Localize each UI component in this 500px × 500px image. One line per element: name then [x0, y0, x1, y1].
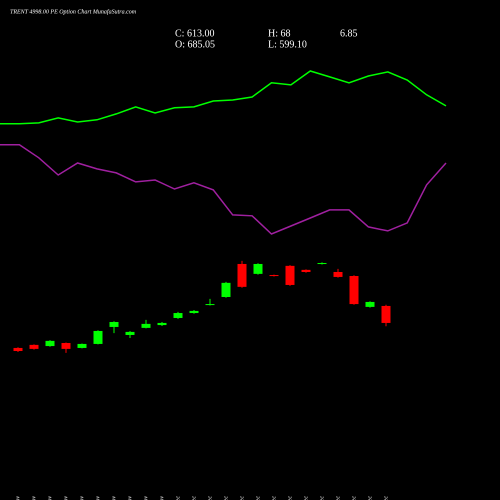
candle-body	[189, 310, 199, 314]
x-tick-label: 08 Dec	[255, 496, 261, 500]
candle-body	[285, 265, 295, 285]
change-label: 6.85	[340, 28, 358, 39]
candle-body	[365, 301, 375, 307]
candle-body	[13, 347, 23, 352]
candle-body	[221, 282, 231, 297]
candle-body	[205, 304, 215, 306]
candle-body	[77, 343, 87, 348]
candle-body	[93, 330, 103, 344]
x-tick-label: 10 Dec	[287, 496, 293, 500]
x-tick-label: 18 Nov	[31, 496, 37, 500]
x-tick-label: 11 Dec	[303, 496, 309, 500]
candle-body	[317, 263, 327, 265]
x-tick-label: 21 Nov	[79, 496, 85, 500]
candle-body	[157, 322, 167, 326]
x-tick-label: 01 Dec	[175, 496, 181, 500]
x-tick-label: 05 Dec	[239, 496, 245, 500]
close-label: C: 613.00	[175, 28, 214, 39]
x-tick-label: 16 Dec	[335, 496, 341, 500]
x-tick-label: 19 Nov	[47, 496, 53, 500]
candle-body	[141, 323, 151, 328]
candle-body	[349, 276, 359, 305]
x-tick-label: 02 Dec	[191, 496, 197, 500]
indicator-line	[0, 144, 447, 235]
candle-body	[301, 269, 311, 272]
x-tick-label: 22 Dec	[351, 496, 357, 500]
candle-body	[333, 271, 343, 277]
chart-title: TRENT 4998.00 PE Option Chart MunafaSutr…	[10, 8, 137, 15]
open-label: O: 685.05	[175, 39, 215, 50]
x-tick-label: 04 Dec	[222, 496, 229, 500]
x-tick-label: 28 Nov	[159, 496, 165, 500]
x-tick-label: 24 Dec	[382, 496, 389, 500]
candle-body	[125, 331, 135, 335]
high-label: H: 68	[268, 28, 291, 39]
low-label: L: 599.10	[268, 39, 307, 50]
x-tick-label: 20 Nov	[63, 496, 69, 500]
x-tick-label: 17 Nov	[15, 496, 21, 500]
x-tick-label: 24 Nov	[94, 496, 101, 500]
x-tick-label: 03 Dec	[207, 496, 213, 500]
candle-body	[45, 340, 55, 347]
x-tick-label: 26 Nov	[127, 496, 133, 500]
candle-body	[253, 263, 263, 274]
candle-body	[61, 342, 71, 349]
candle-body	[381, 305, 391, 323]
candle-body	[173, 313, 183, 318]
x-tick-label: 27 Nov	[143, 496, 149, 500]
candle-body	[269, 275, 279, 277]
x-tick-label: 12 Dec	[319, 496, 325, 500]
candle-body	[237, 263, 247, 287]
candle-body	[109, 322, 119, 327]
x-tick-label: 09 Dec	[271, 496, 277, 500]
indicator-line	[0, 70, 447, 125]
x-tick-label: 25 Nov	[111, 496, 117, 500]
candle-body	[29, 344, 39, 349]
x-tick-label: 23 Dec	[367, 496, 373, 500]
